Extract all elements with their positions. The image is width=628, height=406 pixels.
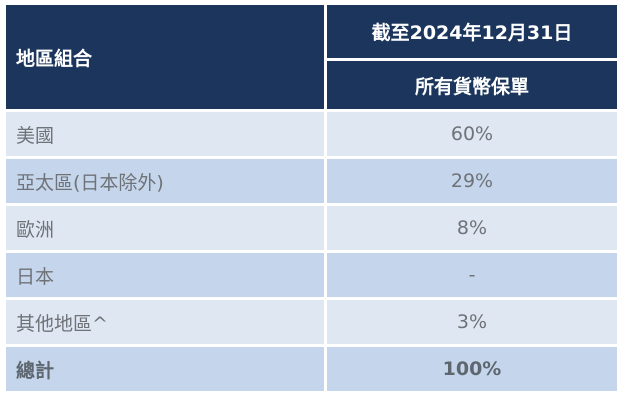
row-label-asia-pacific: 亞太區(日本除外) (6, 159, 324, 203)
row-label-japan: 日本 (6, 253, 324, 297)
row-value-usa: 60% (327, 112, 617, 156)
row-value-europe: 8% (327, 206, 617, 250)
header-region: 地區組合 (6, 5, 324, 109)
row-value-asia-pacific: 29% (327, 159, 617, 203)
header-all-currency-policies: 所有貨幣保單 (327, 61, 617, 109)
header-date: 截至2024年12月31日 (327, 5, 617, 58)
row-value-other: 3% (327, 300, 617, 344)
row-value-japan: - (327, 253, 617, 297)
row-label-usa: 美國 (6, 112, 324, 156)
total-label: 總計 (6, 347, 324, 391)
total-value: 100% (327, 347, 617, 391)
region-allocation-table: 地區組合 截至2024年12月31日 所有貨幣保單 美國 60% 亞太區(日本除… (6, 5, 617, 391)
row-label-europe: 歐洲 (6, 206, 324, 250)
row-label-other: 其他地區^ (6, 300, 324, 344)
